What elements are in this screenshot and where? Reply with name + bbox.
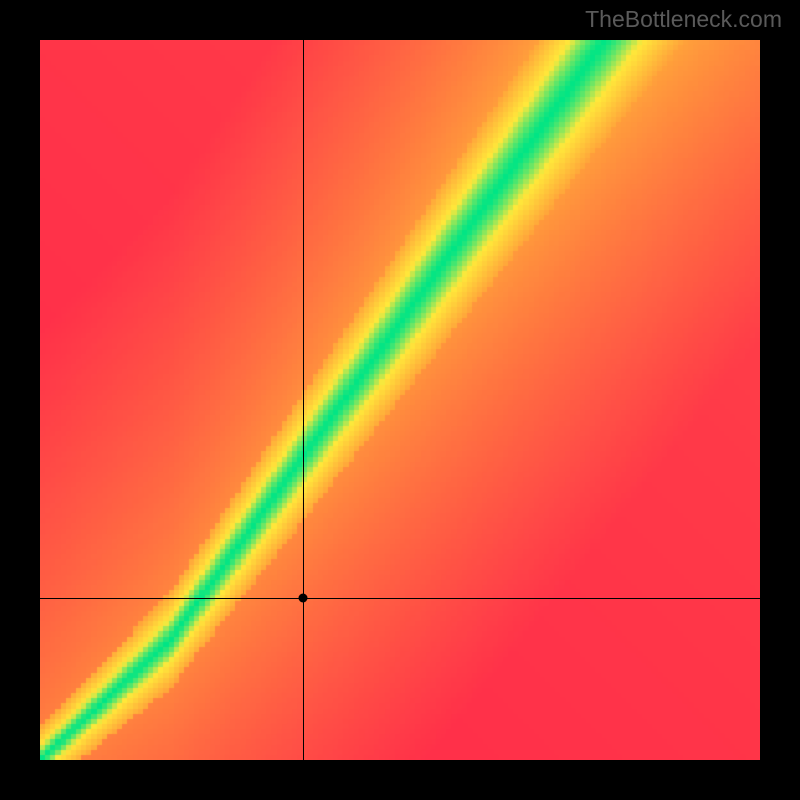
heatmap-chart — [40, 40, 760, 760]
watermark-text: TheBottleneck.com — [585, 6, 782, 33]
heatmap-canvas — [40, 40, 760, 760]
